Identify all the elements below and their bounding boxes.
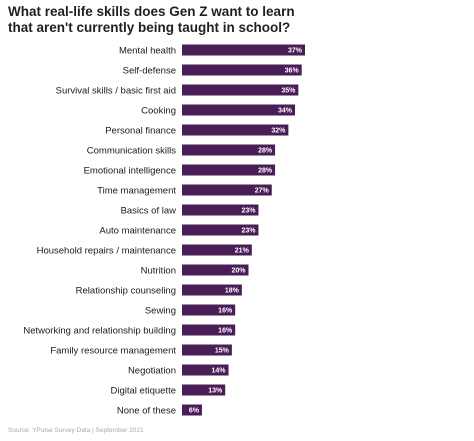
value-label: 35% [281,88,296,95]
bar [182,284,242,296]
category-label: Self-defense [123,66,176,77]
source-note: Source: YPulse Survey Data | September 2… [8,427,144,434]
value-label: 36% [285,68,300,75]
value-label: 13% [208,388,223,395]
value-label: 28% [258,148,273,155]
category-label: Negotiation [128,366,176,377]
category-label: Networking and relationship building [23,326,176,337]
category-label: Household repairs / maintenance [37,246,176,257]
bar [182,364,229,376]
category-label: None of these [117,406,176,417]
value-label: 15% [215,348,230,355]
bar [182,224,259,236]
category-label: Mental health [119,46,176,57]
category-label: Communication skills [87,146,176,157]
bar [182,244,252,256]
category-label: Relationship counseling [76,286,176,297]
category-label: Family resource management [50,346,176,357]
bar [182,404,202,416]
category-label: Nutrition [141,266,176,277]
value-label: 23% [241,208,256,215]
bar [182,164,276,176]
value-label: 37% [288,48,303,55]
category-label: Basics of law [121,206,177,217]
value-label: 20% [231,268,246,275]
value-label: 34% [278,108,293,115]
value-label: 28% [258,168,273,175]
bars-group: Mental health 37% Self-defense 36% Survival … [23,44,305,417]
bar [182,384,226,396]
value-label: 27% [255,188,270,195]
category-label: Emotional intelligence [84,166,176,177]
bar [182,144,276,156]
value-label: 32% [271,128,286,135]
bar [182,204,259,216]
category-label: Survival skills / basic first aid [56,86,176,97]
bar [182,64,302,76]
value-label: 16% [218,308,233,315]
value-label: 16% [218,328,233,335]
value-label: 14% [212,368,227,375]
category-label: Time management [97,186,176,197]
category-label: Sewing [145,306,176,317]
chart-title: What real-life skills does Gen Z want to… [8,4,464,36]
bar [182,84,299,96]
bar [182,184,272,196]
bar [182,324,236,336]
value-label: 21% [235,248,250,255]
bar [182,44,305,56]
chart-title-line-1: What real-life skills does Gen Z want to… [8,4,295,19]
value-label: 6% [189,408,200,415]
bar [182,104,296,116]
category-label: Personal finance [105,126,176,137]
value-label: 18% [225,288,240,295]
category-label: Auto maintenance [99,226,176,237]
category-label: Cooking [141,106,176,117]
bar [182,124,289,136]
bar [182,264,249,276]
bar [182,304,236,316]
bar [182,344,232,356]
category-label: Digital etiquette [111,386,176,397]
value-label: 23% [241,228,256,235]
chart-title-line-2: that aren't currently being taught in sc… [8,20,291,35]
